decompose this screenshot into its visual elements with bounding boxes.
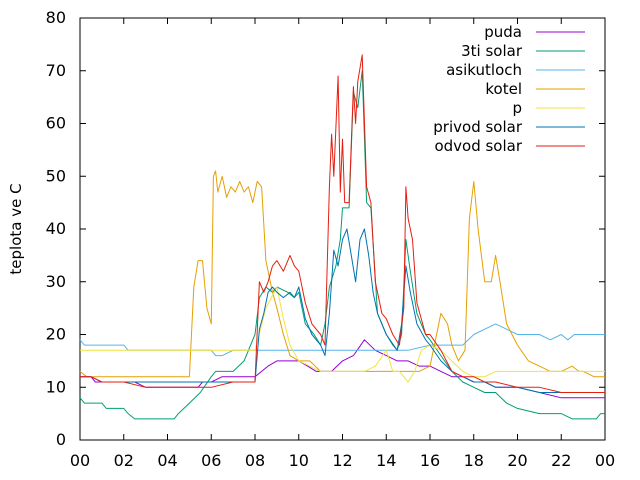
series-line-asikutloch (79, 323, 605, 357)
series-line-privod-solar (80, 228, 605, 393)
series-lines (79, 54, 605, 420)
x-tick-label: 10 (289, 451, 309, 470)
y-tick-label: 60 (46, 114, 66, 133)
y-tick-label: 50 (46, 166, 66, 185)
legend-label: asikutloch (446, 61, 522, 79)
x-tick-label: 20 (507, 451, 527, 470)
series-line-odvod-solar (80, 54, 605, 393)
legend-label: privod solar (433, 118, 523, 136)
x-tick-label: 16 (420, 451, 440, 470)
series-line-p (80, 286, 605, 383)
y-tick-label: 20 (46, 325, 66, 344)
y-tick-label: 70 (46, 61, 66, 80)
y-tick-label: 30 (46, 272, 66, 291)
x-tick-label: 14 (376, 451, 396, 470)
y-tick-label: 40 (46, 219, 66, 238)
legend-label: p (512, 99, 522, 117)
x-axis: 00 02 04 06 08 10 12 14 16 18 20 22 00 (70, 18, 615, 470)
x-tick-label: 02 (114, 451, 134, 470)
x-tick-label: 00 (70, 451, 90, 470)
legend-label: kotel (485, 80, 522, 98)
x-tick-label: 08 (245, 451, 265, 470)
x-tick-label: 04 (157, 451, 177, 470)
y-tick-label: 80 (46, 8, 66, 27)
legend-label: puda (484, 23, 522, 41)
y-axis-title: teplota ve C (7, 183, 25, 274)
x-tick-label: 18 (464, 451, 484, 470)
x-tick-label: 00 (595, 451, 615, 470)
x-tick-label: 22 (551, 451, 571, 470)
x-tick-label: 12 (332, 451, 352, 470)
y-axis: 0 10 20 30 40 50 60 70 80 (46, 8, 605, 449)
series-line-3ti-solar (79, 70, 605, 420)
legend-label: 3ti solar (461, 42, 523, 60)
legend-label: odvod solar (434, 137, 522, 155)
y-tick-label: 10 (46, 377, 66, 396)
x-tick-label: 06 (201, 451, 221, 470)
series-line-kotel (79, 170, 605, 378)
y-tick-label: 0 (56, 430, 66, 449)
